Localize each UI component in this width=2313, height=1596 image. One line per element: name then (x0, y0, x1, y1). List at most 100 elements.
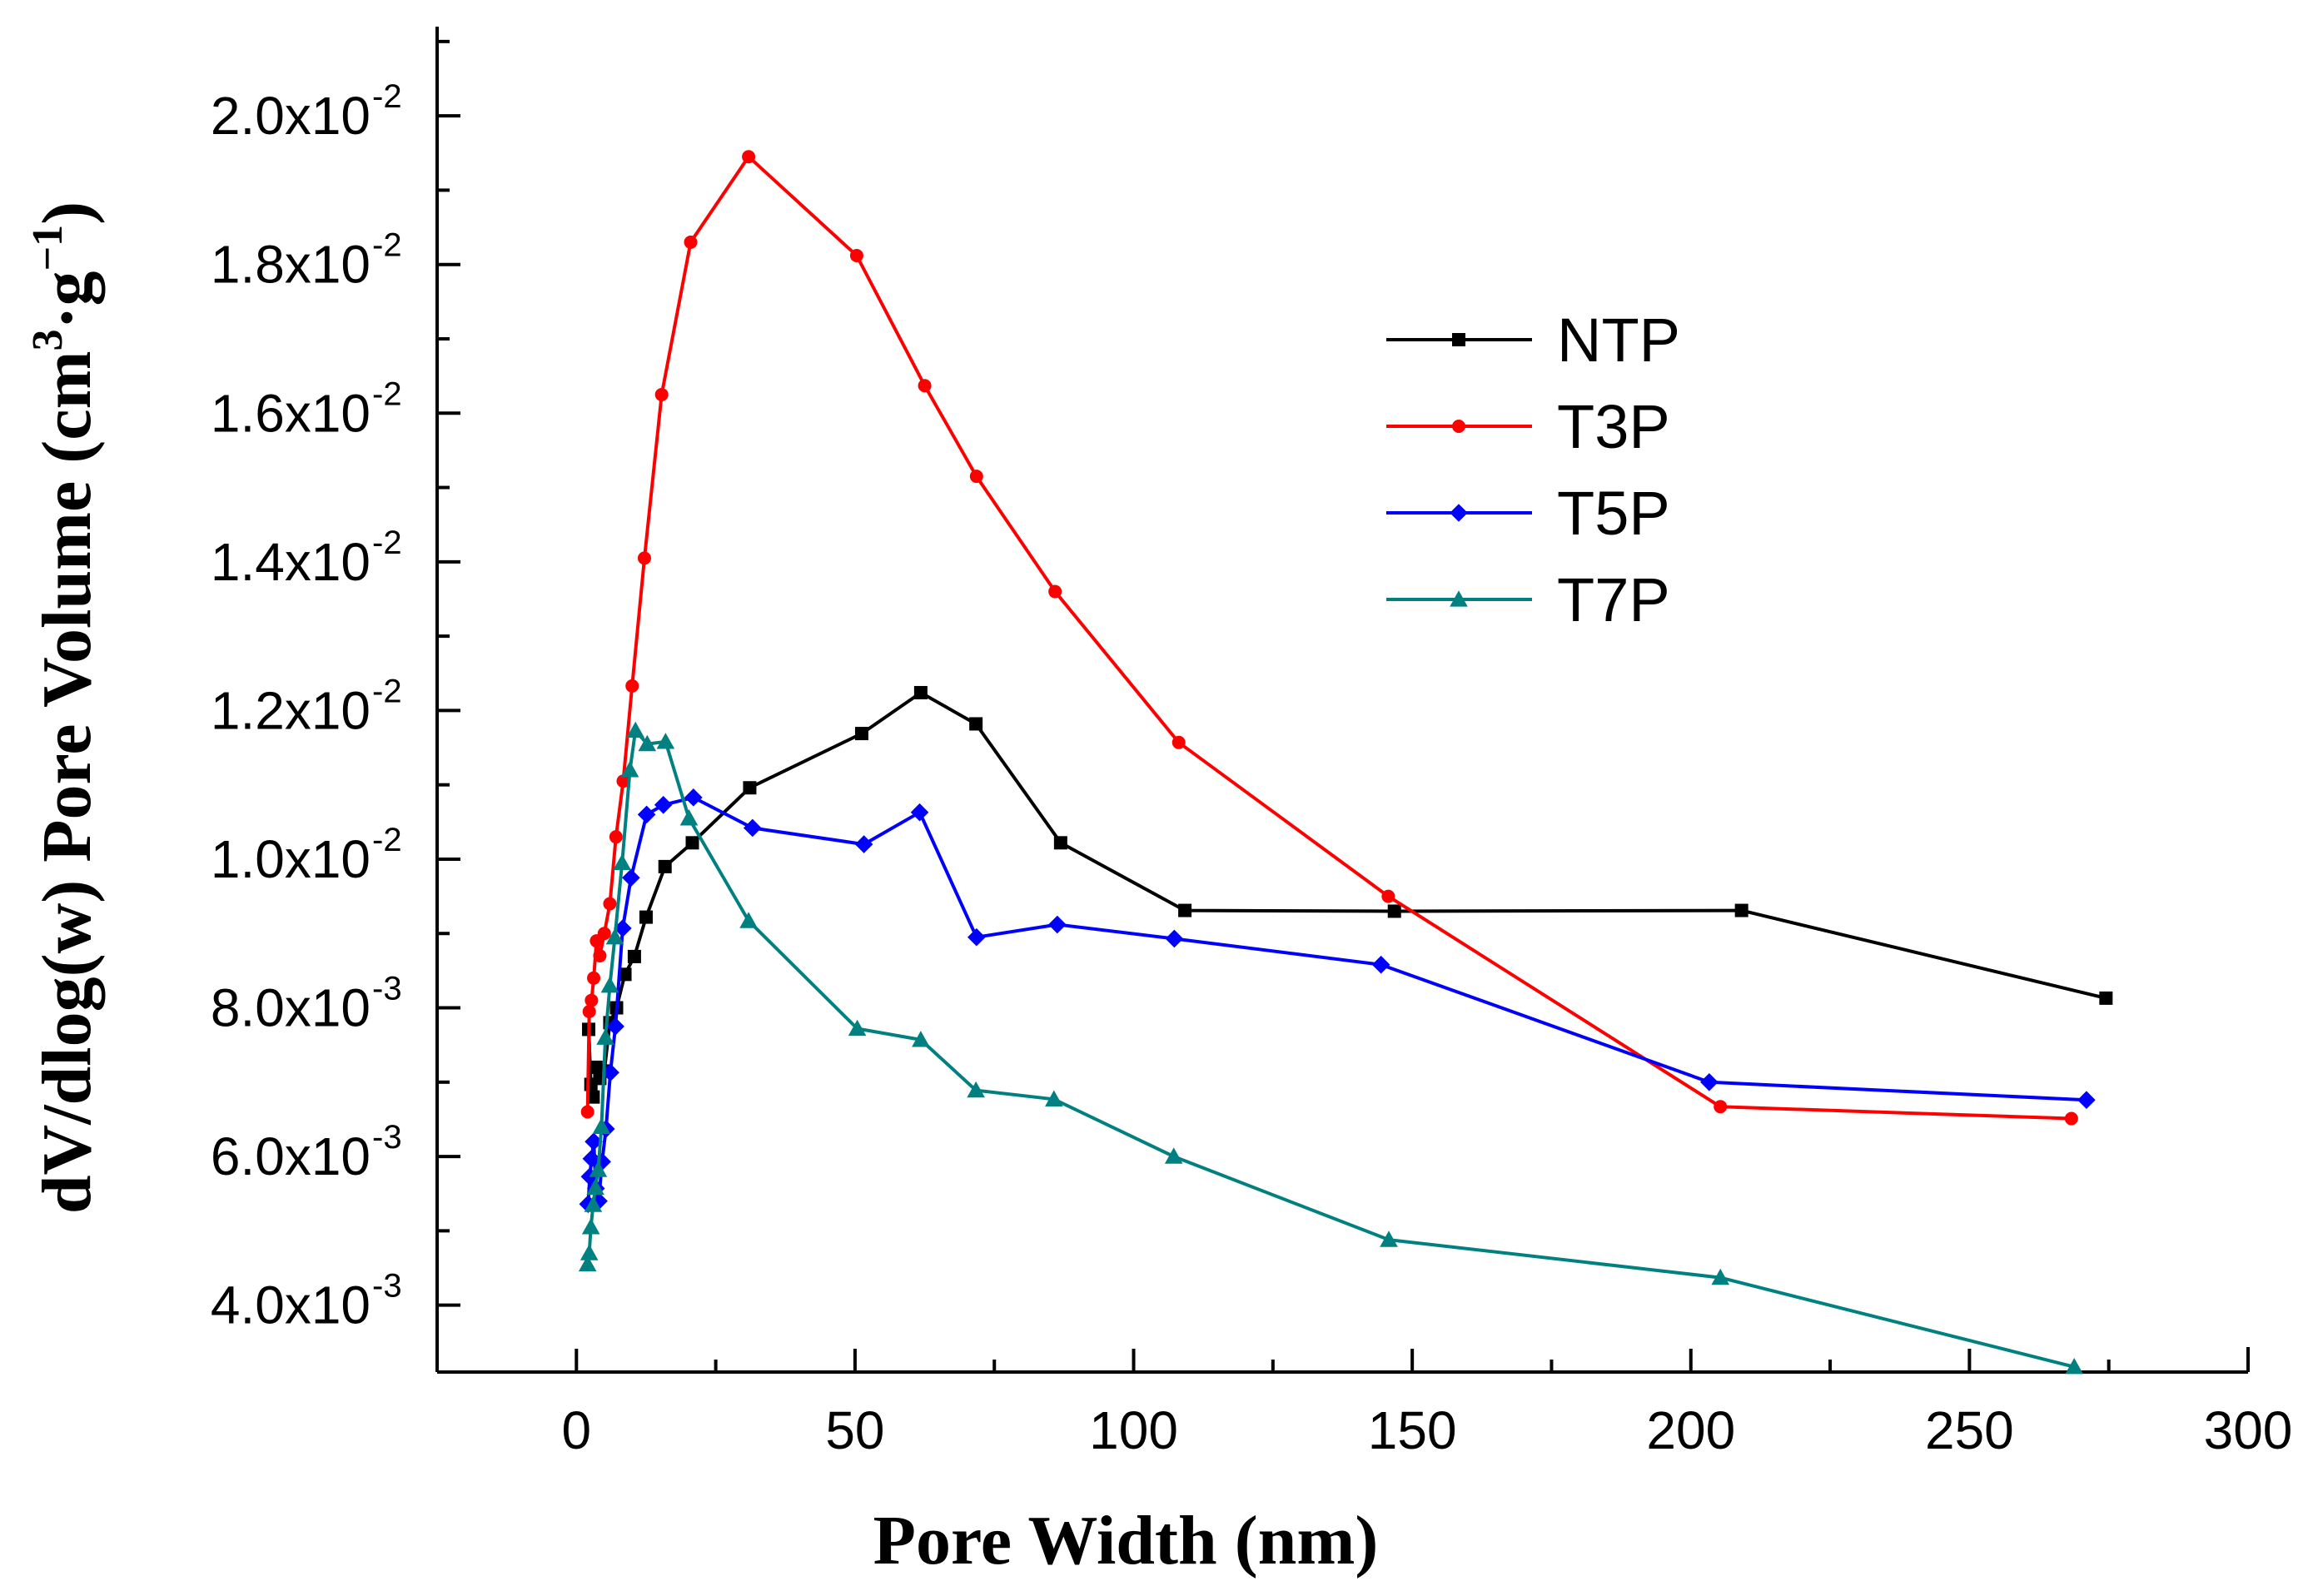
data-point-t3p (684, 235, 698, 249)
data-point-t7p (967, 1081, 985, 1098)
legend-marker-ntp (1452, 333, 1465, 346)
y-tick-label: 1.4x10 (211, 532, 371, 592)
x-tick-label: 300 (2204, 1400, 2293, 1460)
y-tick-exponent: -2 (372, 227, 402, 264)
data-point-t3p (2064, 1111, 2078, 1126)
data-point-t3p (849, 248, 863, 262)
x-tick-label: 200 (1646, 1400, 1735, 1460)
y-tick-exponent: -2 (372, 822, 402, 858)
y-axis-title-prefix: dV/dlog(w) Pore Volume (cm (28, 351, 106, 1214)
data-point-ntp (685, 836, 699, 850)
y-tick-label: 1.8x10 (211, 235, 371, 295)
axes (435, 27, 2250, 1374)
data-point-t5p (601, 1063, 619, 1081)
data-point-t5p (854, 835, 873, 853)
data-point-t5p (1165, 929, 1184, 948)
data-point-t7p (578, 1255, 597, 1272)
series-line-t3p (585, 155, 2072, 1121)
data-point-ntp (658, 859, 672, 873)
y-tick-exponent: -3 (372, 1268, 402, 1305)
legend-label-t5p: T5P (1557, 479, 1670, 548)
data-point-ntp (1178, 903, 1192, 917)
data-point-ntp (1053, 836, 1067, 850)
data-point-ntp (1734, 903, 1748, 917)
data-point-t3p (616, 774, 630, 788)
data-point-t3p (918, 379, 932, 393)
data-point-t7p (586, 1178, 604, 1196)
data-point-t7p (596, 1028, 614, 1045)
data-point-t5p (606, 1017, 624, 1036)
data-point-t7p (739, 912, 758, 928)
data-point-t7p (1380, 1231, 1398, 1247)
data-point-ntp (1387, 904, 1401, 918)
legend: NTP T3P T5P T7P (1386, 306, 1680, 634)
series-line-t7p (585, 728, 2075, 1369)
data-point-t5p (1371, 955, 1390, 974)
data-point-t7p (912, 1031, 930, 1047)
data-point-t7p (1045, 1090, 1063, 1106)
data-point-t5p (1700, 1073, 1719, 1091)
legend-marker-t3p (1452, 420, 1465, 433)
legend-marker-t7p (1450, 590, 1468, 607)
data-point-ntp (969, 717, 983, 731)
data-point-t7p (581, 1218, 600, 1235)
data-point-t7p (848, 1019, 867, 1037)
data-point-t7p (679, 809, 699, 826)
series-t5p (579, 788, 2096, 1214)
y-tick-exponent: -2 (372, 673, 402, 709)
y-tick-label: 1.2x10 (211, 680, 371, 740)
data-point-t7p (1711, 1268, 1730, 1285)
y-axis-title: dV/dlog(w) Pore Volume (cm3·g−1) (24, 201, 106, 1214)
y-tick-label: 8.0x10 (211, 978, 371, 1038)
data-point-t5p (614, 919, 632, 937)
data-point-t3p (580, 1105, 594, 1119)
x-axis-title: Pore Width (nm) (873, 1502, 1379, 1579)
y-tick-exponent: -3 (372, 971, 402, 1007)
data-point-t3p (582, 1004, 596, 1018)
y-tick-exponent: -2 (372, 375, 402, 412)
series-line-ntp (587, 691, 2107, 1099)
y-tick-label: 1.6x10 (211, 383, 371, 443)
y-tick-exponent: -2 (372, 78, 402, 115)
data-point-t3p (625, 679, 639, 693)
y-axis-title-sup1: 3 (24, 329, 72, 351)
series-t3p (580, 150, 2078, 1126)
data-point-t7p (620, 761, 639, 778)
data-point-t5p (743, 818, 762, 838)
data-point-t3p (1171, 735, 1186, 749)
data-point-t3p (969, 470, 983, 484)
data-point-t3p (584, 993, 599, 1007)
x-tick-label: 0 (562, 1400, 592, 1460)
data-point-t7p (605, 927, 624, 945)
data-point-t3p (742, 150, 756, 164)
data-point-t3p (593, 949, 607, 963)
data-point-t7p (1164, 1147, 1183, 1164)
data-point-t5p (967, 927, 986, 947)
data-point-t7p (2065, 1357, 2083, 1375)
legend-label-t7p: T7P (1557, 565, 1670, 634)
data-point-ntp (627, 949, 641, 963)
data-point-t7p (584, 1196, 603, 1212)
data-point-t7p (613, 853, 631, 871)
data-point-ntp (743, 781, 757, 795)
legend-item-ntp: NTP (1386, 306, 1680, 375)
data-point-ntp (854, 727, 868, 741)
x-tick-label: 50 (825, 1400, 884, 1460)
y-tick-label: 2.0x10 (211, 86, 371, 146)
series-t7p (578, 721, 2083, 1375)
y-axis-title-sup2: −1 (24, 225, 72, 271)
y-axis-title-mid: ·g (28, 271, 106, 329)
y-tick-label: 1.0x10 (211, 829, 371, 889)
series (578, 150, 2113, 1375)
data-point-t5p (622, 868, 640, 887)
data-point-t5p (584, 1132, 603, 1151)
x-tick-label: 100 (1089, 1400, 1178, 1460)
data-point-t3p (1714, 1100, 1728, 1114)
data-point-t7p (592, 1117, 611, 1135)
data-point-t3p (1381, 889, 1395, 903)
data-point-t3p (637, 551, 651, 565)
y-axis-title-suffix: ) (28, 201, 106, 225)
data-point-t3p (609, 830, 623, 844)
